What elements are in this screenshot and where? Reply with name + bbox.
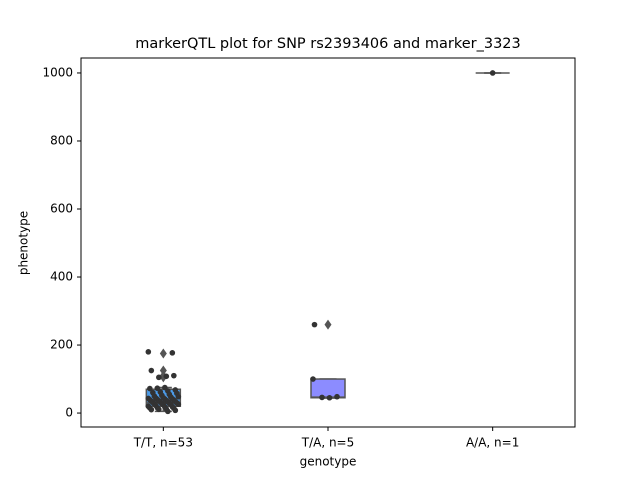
data-point bbox=[147, 385, 153, 392]
data-point bbox=[310, 376, 316, 382]
data-point bbox=[489, 70, 496, 76]
data-point bbox=[156, 406, 162, 413]
data-point bbox=[175, 401, 182, 408]
data-point bbox=[154, 385, 161, 392]
x-tick-label: T/T, n=53 bbox=[133, 436, 193, 450]
y-tick-label: 1000 bbox=[42, 65, 73, 79]
data-point bbox=[311, 321, 318, 328]
data-point bbox=[334, 393, 340, 400]
y-axis-label: phenotype bbox=[17, 211, 31, 275]
flier bbox=[159, 348, 167, 359]
chart-title: markerQTL plot for SNP rs2393406 and mar… bbox=[135, 36, 521, 52]
y-tick-label: 600 bbox=[50, 202, 73, 216]
data-point bbox=[148, 406, 155, 413]
data-point bbox=[145, 349, 152, 355]
x-tick-label: T/A, n=5 bbox=[301, 436, 355, 450]
y-tick-label: 200 bbox=[50, 338, 73, 352]
flier bbox=[324, 319, 332, 330]
box bbox=[310, 378, 346, 399]
data-point bbox=[163, 373, 170, 380]
y-tick-label: 400 bbox=[50, 270, 73, 284]
data-point bbox=[165, 408, 171, 415]
data-point bbox=[156, 374, 162, 381]
data-point bbox=[169, 350, 176, 356]
flier bbox=[159, 365, 167, 376]
data-point bbox=[175, 393, 182, 400]
data-point bbox=[171, 372, 177, 379]
data-point bbox=[172, 407, 179, 414]
x-axis-label: genotype bbox=[300, 455, 357, 469]
data-point bbox=[319, 394, 325, 401]
data-point bbox=[326, 394, 333, 401]
y-tick-label: 800 bbox=[50, 133, 73, 147]
y-tick-label: 0 bbox=[65, 406, 73, 420]
x-tick-label: A/A, n=1 bbox=[466, 436, 519, 450]
data-point bbox=[148, 367, 155, 374]
